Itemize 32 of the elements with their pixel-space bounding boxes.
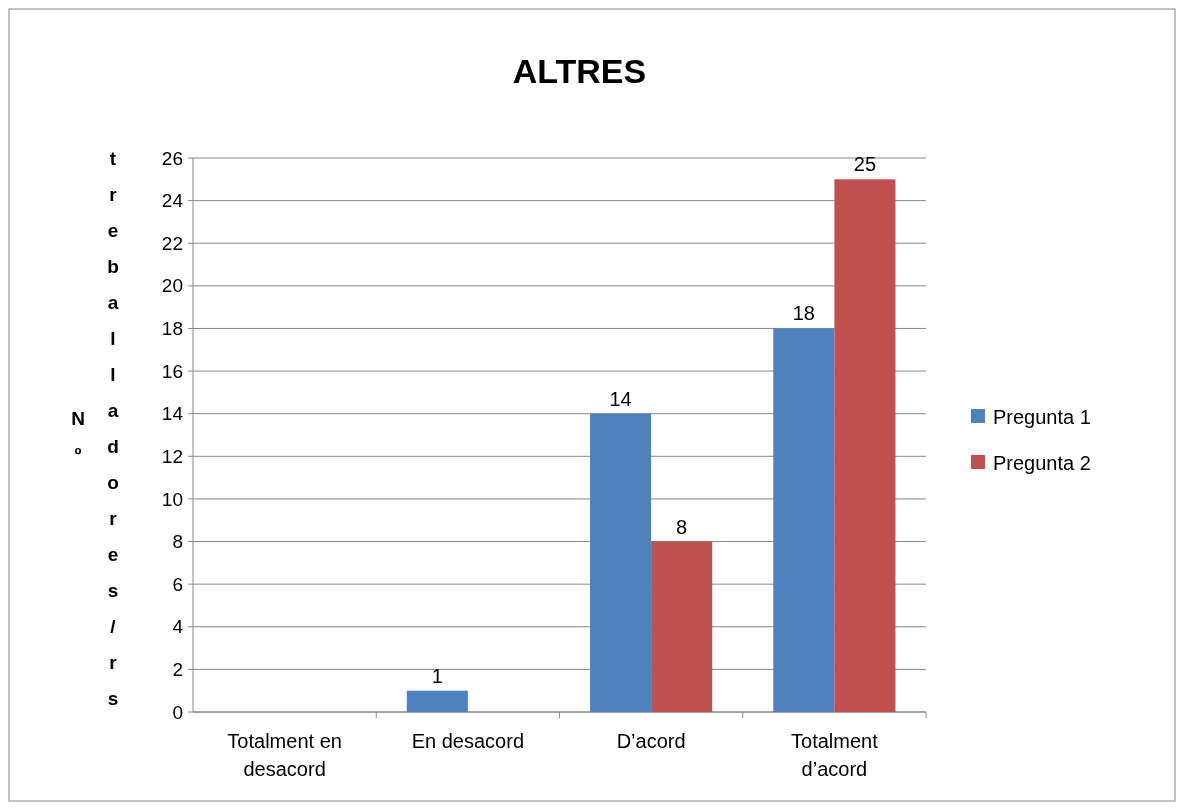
y-tick-label: 14	[161, 403, 184, 425]
legend-label: Pregunta 1	[993, 406, 1091, 428]
y-tick-label: 24	[161, 190, 184, 212]
data-label: 14	[609, 387, 632, 410]
x-tick-label: D’acord	[616, 730, 686, 752]
y-tick-label: 22	[161, 232, 183, 254]
y-tick-label: 6	[172, 573, 183, 595]
legend-label: Pregunta 2	[993, 452, 1091, 474]
x-tick-label: En desacord	[411, 730, 525, 752]
y-tick-label: 2	[172, 659, 183, 681]
x-tick-label: Totalment d’acord	[791, 730, 879, 780]
bar	[406, 690, 468, 712]
bar	[590, 413, 652, 712]
bar	[651, 541, 713, 712]
bar	[773, 328, 835, 712]
y-tick-label: 20	[161, 275, 183, 297]
y-tick-label: 4	[172, 616, 184, 638]
y-tick-label: 8	[172, 531, 183, 553]
y-tick-label: 26	[161, 147, 183, 169]
y-tick-label: 16	[161, 360, 183, 382]
data-label: 8	[676, 515, 688, 538]
data-label: 18	[792, 302, 815, 325]
bar	[834, 179, 896, 712]
x-tick-label: Totalment en desacord	[227, 730, 342, 780]
data-label: 25	[853, 153, 877, 176]
y-axis-title: Nº treballadores/rs	[67, 148, 124, 724]
y-tick-label: 0	[172, 701, 183, 723]
data-label: 1	[431, 664, 443, 687]
y-tick-label: 18	[161, 318, 183, 340]
y-tick-label: 10	[161, 488, 183, 510]
y-tick-label: 12	[161, 445, 183, 467]
chart-title: ALTRES	[512, 52, 647, 90]
